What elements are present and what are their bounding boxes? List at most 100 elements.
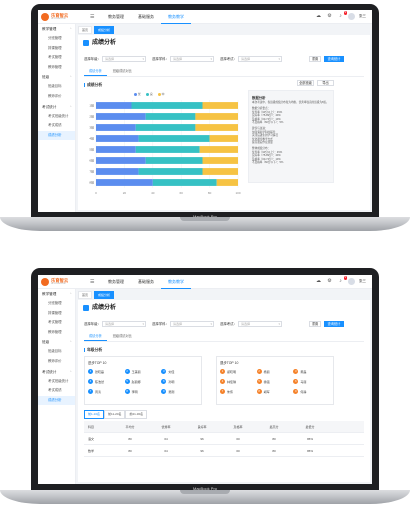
sidebar-item[interactable]: 排课管理: [48, 45, 62, 50]
top-list-item[interactable]: 9 吴刚: [161, 389, 198, 394]
bar-segment[interactable]: [202, 168, 239, 175]
top-list-item[interactable]: 1 张晓磊: [88, 369, 125, 374]
bell-icon[interactable]: ♪ 9: [339, 11, 347, 19]
bar-segment[interactable]: [96, 102, 132, 109]
sidebar-group[interactable]: 教学管理: [38, 289, 75, 299]
table-row[interactable]: 语文 80 04 96 00 80 95%: [84, 433, 364, 445]
sidebar-item-active[interactable]: 成绩分析: [38, 130, 75, 141]
sidebar-group[interactable]: 考试统计: [38, 102, 75, 112]
subtab[interactable]: 班级成绩对比: [112, 69, 132, 73]
sidebar-item[interactable]: 排课管理: [48, 310, 62, 315]
settings-icon[interactable]: ⚙: [327, 13, 332, 19]
sidebar-item-active[interactable]: 成绩分析: [38, 395, 75, 406]
nav-item-active[interactable]: 教务教学: [161, 275, 191, 289]
bar-segment[interactable]: [202, 157, 239, 164]
page-tab-active[interactable]: 成绩分析: [94, 26, 115, 34]
bar-segment[interactable]: [195, 124, 238, 131]
top-list-item[interactable]: 3 刘佳: [161, 369, 198, 374]
subject-select[interactable]: 请选择: [170, 56, 214, 62]
bar-segment[interactable]: [96, 168, 139, 175]
sidebar-item[interactable]: 教师评价: [48, 358, 62, 363]
top-list-item[interactable]: 8 胡军: [256, 389, 294, 394]
nav-item[interactable]: 基础服务: [138, 279, 154, 284]
bar-segment[interactable]: [96, 135, 139, 142]
bar-segment[interactable]: [135, 146, 200, 153]
app-logo[interactable]: 乐育智云 LE YU ZHI YUN: [41, 278, 75, 286]
top-list-item[interactable]: 2 杨丽: [256, 369, 294, 374]
top-list-item[interactable]: 6 马丽: [293, 379, 330, 384]
top-list-item[interactable]: 2 王美丽: [124, 369, 162, 374]
sidebar-item[interactable]: 班级目标: [48, 349, 62, 354]
app-logo[interactable]: 乐育智云 LE YU ZHI YUN: [41, 13, 75, 21]
exam-select[interactable]: 请选择: [238, 321, 282, 327]
bar-segment[interactable]: [152, 179, 217, 186]
range-tab[interactable]: 前11-20名: [104, 410, 126, 419]
top-list-item[interactable]: 3 黄磊: [293, 369, 330, 374]
subject-select[interactable]: 请选择: [170, 321, 214, 327]
bar-segment[interactable]: [202, 102, 239, 109]
exam-select[interactable]: 请选择: [238, 56, 282, 62]
sidebar-item[interactable]: 班级目标: [48, 84, 62, 89]
top-list-item[interactable]: 7 周涛: [88, 389, 125, 394]
sidebar-item[interactable]: 考试管理: [48, 55, 62, 60]
top-list-item[interactable]: 5 徐强: [256, 379, 294, 384]
page-tab-active[interactable]: 成绩分析: [94, 291, 115, 299]
cloud-icon[interactable]: ☁: [316, 278, 321, 284]
user-name[interactable]: 张三: [359, 14, 366, 18]
bar-segment[interactable]: [96, 157, 146, 164]
subtab-active[interactable]: 成绩分析: [84, 333, 107, 341]
bar-segment[interactable]: [138, 135, 210, 142]
sidebar-item[interactable]: 分班管理: [48, 301, 62, 305]
page-tab[interactable]: 首页: [78, 26, 93, 34]
bar-segment[interactable]: [209, 135, 238, 142]
nav-item[interactable]: 教务管理: [108, 14, 124, 19]
nav-item[interactable]: 基础服务: [138, 14, 154, 19]
bell-icon[interactable]: ♪ 9: [339, 276, 347, 284]
bar-segment[interactable]: [96, 124, 136, 131]
top-list-item[interactable]: 8 李明: [124, 389, 162, 394]
grade-select[interactable]: 请选择: [102, 321, 146, 327]
sidebar-item[interactable]: 考试成绩: [48, 388, 62, 393]
top-list-item[interactable]: 5 赵丽娜: [124, 379, 162, 384]
subtab[interactable]: 班级成绩对比: [112, 334, 132, 338]
top-list-item[interactable]: 7 朱伟: [220, 389, 257, 394]
sidebar-group[interactable]: 教学管理: [38, 24, 75, 34]
bar-segment[interactable]: [96, 113, 146, 120]
sidebar-item[interactable]: 教师管理: [48, 329, 62, 334]
range-tab[interactable]: 前21-30名: [125, 410, 148, 419]
sidebar-group[interactable]: 班级: [38, 337, 75, 347]
bar-segment[interactable]: [96, 146, 136, 153]
nav-item[interactable]: 教务管理: [108, 279, 124, 284]
sidebar-item[interactable]: 教师管理: [48, 64, 62, 69]
user-name[interactable]: 张三: [359, 279, 366, 283]
search-button[interactable]: 查询统计: [324, 56, 344, 62]
class-filter-button[interactable]: 全部班级: [297, 80, 314, 86]
menu-toggle-icon[interactable]: ☰: [90, 279, 95, 285]
menu-toggle-icon[interactable]: ☰: [90, 14, 95, 20]
sidebar-item[interactable]: 教师评价: [48, 93, 62, 98]
settings-icon[interactable]: ⚙: [327, 278, 332, 284]
top-list-item[interactable]: 4 陈浩然: [88, 379, 125, 384]
bar-segment[interactable]: [195, 113, 238, 120]
bar-segment[interactable]: [131, 102, 203, 109]
bar-segment[interactable]: [135, 124, 196, 131]
page-tab[interactable]: 首页: [78, 291, 93, 299]
sidebar-group[interactable]: 班级: [38, 72, 75, 82]
reset-button[interactable]: 重置: [309, 56, 321, 62]
top-list-item[interactable]: 9 何静: [293, 389, 330, 394]
sidebar-item[interactable]: 考试管理: [48, 320, 62, 325]
subtab-active[interactable]: 成绩分析: [84, 68, 107, 76]
sidebar-item[interactable]: 考试班级统计: [48, 378, 69, 383]
grade-select[interactable]: 请选择: [102, 56, 146, 62]
sidebar-item[interactable]: 考试班级统计: [48, 113, 69, 118]
reset-button[interactable]: 重置: [309, 321, 321, 327]
bar-segment[interactable]: [199, 146, 238, 153]
sidebar-item[interactable]: 分班管理: [48, 36, 62, 40]
avatar[interactable]: [348, 13, 355, 20]
search-button[interactable]: 查询统计: [324, 321, 344, 327]
bar-segment[interactable]: [216, 179, 238, 186]
bar-segment[interactable]: [145, 157, 203, 164]
table-row[interactable]: 数学 80 04 96 00 80 95%: [84, 445, 364, 457]
bar-segment[interactable]: [138, 168, 203, 175]
top-list-item[interactable]: 4 林佳琪: [220, 379, 257, 384]
